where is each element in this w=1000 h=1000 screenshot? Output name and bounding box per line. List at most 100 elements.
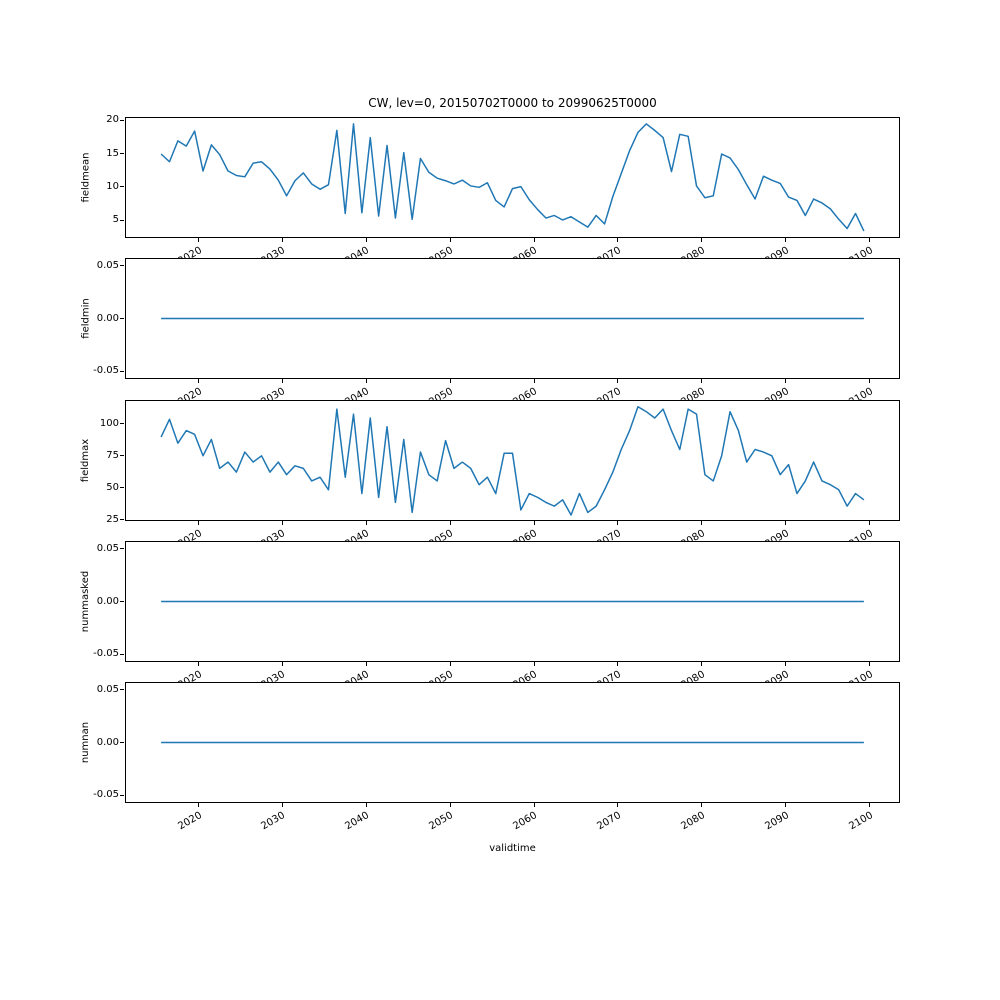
x-tick-mark [533, 662, 535, 666]
plot-area-numnan [125, 682, 900, 803]
y-tick-label: -0.05 [93, 365, 119, 377]
y-tick-mark [120, 186, 124, 188]
subplot-nummasked: nummasked -0.05 0.00 0.05 2020 2030 2040 2050 2… [0, 541, 1000, 693]
x-tick-mark [869, 379, 870, 383]
x-tick-mark [617, 662, 619, 666]
x-tick-label: 2080 [679, 810, 707, 833]
ylabel-fieldmean: fieldmean [72, 117, 100, 238]
y-tick-label: 0.00 [96, 736, 119, 748]
figure-title: CW, lev=0, 20150702T0000 to 20990625T000… [368, 96, 657, 110]
x-tick-mark [281, 521, 283, 525]
y-tick-label: -0.05 [93, 789, 119, 801]
x-tick-mark [365, 662, 367, 666]
y-tick-label: 75 [106, 449, 119, 461]
ylabel-text: nummasked [80, 570, 92, 633]
x-tick-mark [617, 379, 619, 383]
x-tick-mark [701, 662, 703, 666]
line-series-nummasked [161, 600, 864, 603]
x-tick-label: 2100 [846, 810, 875, 833]
x-tick-mark [869, 238, 870, 242]
x-tick-mark [701, 238, 703, 242]
y-tick-label: 5 [112, 214, 119, 225]
y-tick-label: 0.05 [96, 259, 119, 271]
ylabel-text: fieldmean [80, 152, 92, 203]
y-tick-mark [120, 653, 124, 655]
x-tick-mark [449, 803, 451, 807]
y-tick-mark [120, 519, 124, 521]
y-tick-mark [120, 219, 124, 221]
y-tick-label: 0.00 [96, 312, 119, 324]
x-tick-mark [617, 803, 619, 807]
y-tick-label: -0.05 [93, 648, 119, 660]
x-tick-mark [785, 379, 787, 383]
y-tick-mark [120, 689, 124, 691]
x-tick-mark [785, 803, 787, 807]
subplot-fieldmean: fieldmean 5 10 15 20 2020 2030 2040 2050 2060 207… [0, 114, 1000, 269]
x-tick-label: 2070 [595, 810, 623, 833]
y-tick-mark [120, 487, 124, 489]
y-tick-mark [120, 318, 124, 319]
x-tick-label: 2040 [343, 810, 372, 833]
x-tick-mark [701, 521, 703, 525]
y-tick-label: 100 [99, 417, 119, 429]
ylabel-text: fieldmax [80, 438, 92, 483]
ylabel-fieldmax: fieldmax [72, 400, 100, 521]
x-tick-mark [365, 379, 367, 383]
x-tick-mark [281, 662, 283, 666]
y-tick-label: 50 [106, 481, 119, 493]
x-tick-mark [281, 379, 283, 383]
y-tick-mark [120, 423, 124, 425]
y-tick-mark [120, 153, 124, 155]
x-tick-mark [701, 379, 703, 383]
y-tick-mark [120, 794, 124, 796]
plot-area-nummasked [125, 541, 900, 662]
x-tick-mark [281, 238, 283, 242]
line-series-fieldmax [160, 405, 865, 516]
x-tick-mark [617, 238, 619, 242]
x-tick-mark [365, 238, 367, 242]
x-tick-label: 2050 [427, 810, 456, 833]
x-axis-label: validtime [489, 843, 536, 854]
x-tick-label: 2060 [511, 810, 539, 833]
y-tick-mark [120, 548, 124, 550]
x-tick-mark [198, 662, 199, 666]
ylabel-text: fieldmin [80, 298, 92, 339]
x-tick-mark [365, 803, 367, 807]
x-tick-mark [365, 521, 367, 525]
x-tick-mark [533, 379, 535, 383]
x-tick-label: 2030 [259, 810, 288, 833]
x-tick-mark [198, 379, 199, 383]
x-tick-mark [785, 238, 787, 242]
subplot-fieldmin: fieldmin -0.05 0.00 0.05 2020 2030 2040 2050 20… [0, 258, 1000, 410]
x-tick-mark [617, 521, 619, 525]
x-tick-mark [869, 521, 870, 525]
line-series-fieldmin [161, 317, 864, 320]
x-tick-mark [533, 803, 535, 807]
y-tick-label: 25 [106, 513, 119, 525]
subplot-numnan: numnan -0.05 0.00 0.05 2020 2030 2040 2050 2060… [0, 682, 1000, 834]
x-tick-label: 2020 [175, 810, 204, 833]
x-tick-mark [449, 379, 451, 383]
line-series-fieldmean [160, 123, 865, 232]
y-tick-label: 15 [106, 147, 119, 159]
y-tick-label: 20 [106, 114, 119, 126]
x-tick-mark [785, 521, 787, 525]
plot-area-fieldmean [125, 117, 900, 238]
y-tick-mark [120, 265, 124, 267]
x-tick-mark [701, 803, 703, 807]
y-tick-label: 0.00 [96, 595, 119, 607]
plot-area-fieldmin [125, 258, 900, 379]
subplot-fieldmax: fieldmax 25 50 75 100 2020 2030 2040 2050 2060 20… [0, 400, 1000, 552]
y-tick-mark [120, 455, 124, 457]
x-tick-mark [281, 803, 283, 807]
y-tick-mark [120, 742, 124, 743]
y-tick-mark [120, 370, 124, 372]
y-tick-mark [120, 601, 124, 602]
ylabel-text: numnan [80, 721, 92, 764]
x-tick-mark [449, 238, 451, 242]
x-tick-mark [449, 662, 451, 666]
x-tick-label: 2090 [763, 810, 791, 833]
x-tick-mark [449, 521, 451, 525]
x-tick-mark [533, 521, 535, 525]
x-tick-mark [533, 238, 535, 242]
